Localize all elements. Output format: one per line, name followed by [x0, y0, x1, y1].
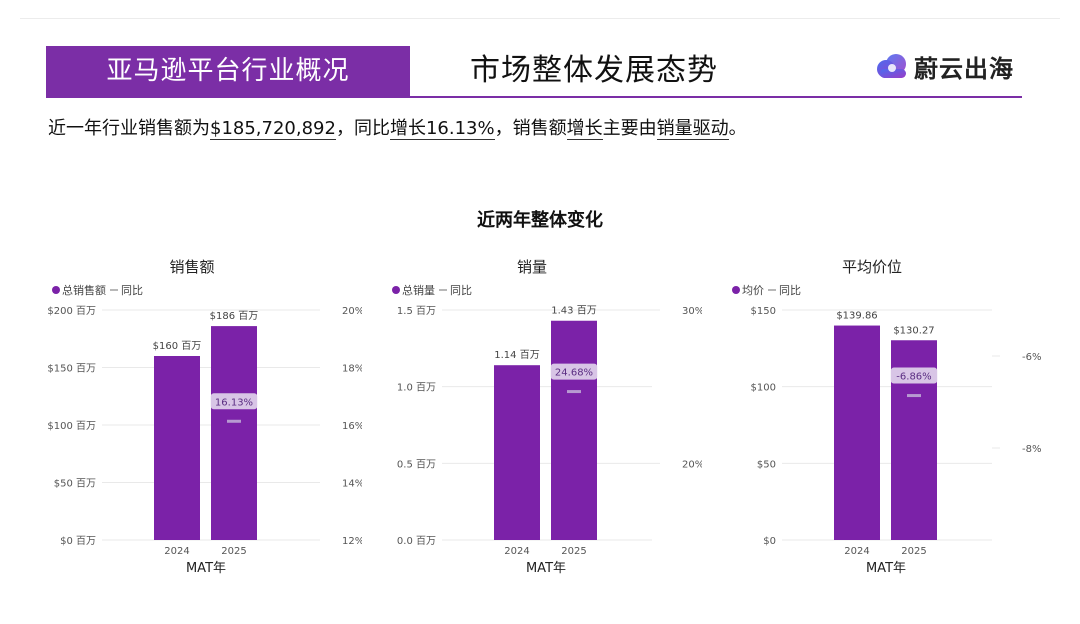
y-tick-label: $0: [763, 536, 776, 547]
summary-text: 近一年行业销售额为$185,720,892，同比增长16.13%，销售额增长主要…: [48, 114, 747, 140]
bar-value-label: $139.86: [836, 311, 877, 322]
x-tick-label: 2024: [844, 546, 869, 557]
bar-2024: [154, 356, 200, 540]
avg-price-chart: 平均价位均价 同比 $0 $50 $100 $150 -6% -8% $139.86 2024 $1…: [702, 250, 1042, 590]
x-tick-label: 2025: [901, 546, 926, 557]
y-tick-label: $150: [751, 306, 776, 317]
yoy-label-box: [550, 363, 598, 380]
slide-frame: [20, 18, 1060, 159]
bar-2025: [211, 326, 257, 540]
brand-logo: 蔚云出海: [874, 48, 1014, 84]
x-axis-label: MAT年: [186, 561, 226, 576]
y2-tick-label: -8%: [1022, 444, 1041, 455]
legend-label-primary: 总销量: [402, 283, 435, 297]
y2-tick-label: -6%: [1022, 352, 1041, 363]
summary-part: 。: [728, 118, 747, 139]
chart-title: 销售额: [169, 258, 214, 276]
chart-title: 平均价位: [842, 258, 902, 276]
y2-tick-label: 20%: [342, 306, 362, 317]
y2-tick-label: 20%: [682, 459, 702, 470]
page-title: 市场整体发展态势: [470, 53, 718, 88]
yoy-marker: [227, 419, 241, 423]
chart-title: 销量: [517, 258, 547, 276]
bar-value-label: $130.27: [893, 325, 934, 336]
summary-sales-growth: 增长: [566, 118, 603, 140]
y-tick-label: $50 百万: [54, 478, 96, 490]
y-tick-label: 1.5 百万: [397, 305, 436, 317]
y2-tick-label: 16%: [342, 421, 362, 432]
bar-value-label: $186 百万: [210, 310, 259, 322]
legend-label-yoy: 同比: [779, 284, 801, 297]
legend-label-primary: 总销售额: [62, 283, 106, 297]
y2-tick-label: 12%: [342, 536, 362, 547]
y-tick-label: $100 百万: [47, 420, 96, 432]
cloud-logo-icon: [877, 54, 906, 78]
y-tick-label: $150 百万: [47, 363, 96, 375]
yoy-label: -6.86%: [896, 372, 931, 383]
yoy-marker: [567, 390, 581, 394]
x-tick-label: 2025: [221, 546, 246, 557]
yoy-label-box: [210, 393, 258, 410]
y-tick-label: 0.0 百万: [397, 535, 436, 547]
summary-growth: 增长16.13%: [389, 118, 495, 140]
summary-part: ，同比: [335, 118, 390, 139]
y2-tick-label: 30%: [682, 306, 702, 317]
yoy-label-box: [890, 367, 938, 384]
legend-label-primary: 均价: [742, 284, 764, 297]
bar-2024: [834, 325, 880, 540]
y-tick-label: $100: [751, 383, 776, 394]
legend-label-yoy: 同比: [450, 284, 472, 297]
y-tick-label: 0.5 百万: [397, 458, 436, 470]
sales-chart: 销售额总销售额 同比 $0 百万 $50 百万 $100 百万 $150 百万 $200 百…: [22, 250, 362, 590]
bar-2024: [494, 365, 540, 540]
legend-marker-primary: [732, 286, 740, 294]
x-tick-label: 2025: [561, 546, 586, 557]
summary-part: 近一年行业销售额为: [48, 118, 210, 139]
bar-value-label: 1.14 百万: [494, 349, 539, 361]
y-tick-label: 1.0 百万: [397, 382, 436, 394]
charts-section-title: 近两年整体变化: [477, 210, 603, 231]
summary-part: ，销售额: [494, 118, 567, 139]
y2-tick-label: 14%: [342, 479, 362, 490]
y-tick-label: $0 百万: [60, 535, 96, 547]
x-tick-label: 2024: [164, 546, 189, 557]
yoy-marker: [907, 394, 921, 398]
bar-value-label: $160 百万: [153, 340, 202, 352]
y-tick-label: $50: [757, 459, 776, 470]
legend-marker-primary: [52, 286, 60, 294]
summary-amount: $185,720,892: [210, 118, 336, 140]
bar-value-label: 1.43 百万: [551, 305, 596, 317]
y2-tick-label: 18%: [342, 364, 362, 375]
summary-volume-driver: 销量驱动: [656, 118, 729, 140]
summary-part: 主要由: [602, 118, 657, 139]
yoy-label: 16.13%: [215, 397, 253, 408]
y-tick-label: $200 百万: [47, 305, 96, 317]
bar-2025: [551, 320, 597, 540]
section-banner: 亚马逊平台行业概况: [46, 46, 410, 96]
legend-marker-primary: [392, 286, 400, 294]
legend-label-yoy: 同比: [121, 284, 143, 297]
x-axis-label: MAT年: [866, 561, 906, 576]
x-tick-label: 2024: [504, 546, 529, 557]
x-axis-label: MAT年: [526, 561, 566, 576]
header-divider: [46, 96, 1022, 98]
yoy-label: 24.68%: [555, 368, 593, 379]
brand-name: 蔚云出海: [914, 54, 1014, 83]
